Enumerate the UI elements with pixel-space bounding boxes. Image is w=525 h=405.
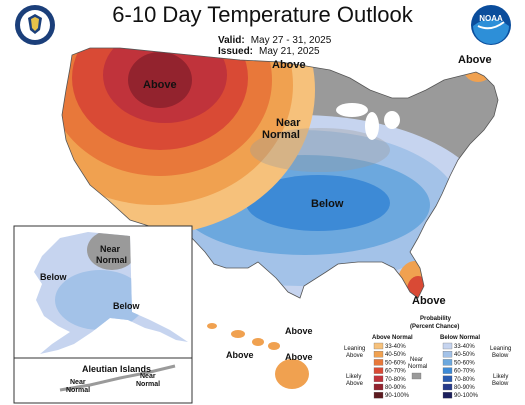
legend-above-range-0: 33-40% [385, 344, 406, 350]
legend-above-swatch-5 [373, 383, 384, 391]
label-al-near2-l1: Near [140, 373, 156, 380]
legend-above-range-4: 70-80% [385, 377, 406, 383]
label-ak-near-l1: Near [100, 244, 121, 254]
legend-near-l1: Near [410, 357, 423, 363]
legend-below-swatch-3 [442, 367, 453, 374]
label-hi-above-3: Above [285, 352, 313, 362]
legend-leaning-above-l2: Above [346, 353, 364, 359]
legend-leaning-below-l1: Leaning [490, 346, 511, 352]
legend-below-range-0: 33-40% [454, 344, 475, 350]
noaa-logo-text: NOAA [479, 14, 503, 23]
legend-below-range-4: 70-80% [454, 377, 475, 383]
legend-below-swatch-1 [442, 351, 453, 358]
legend-below-range-2: 50-60% [454, 360, 475, 366]
legend-leaning-above-l1: Leaning [344, 346, 365, 352]
aleutian-chain [59, 364, 176, 392]
hawaii-map [207, 323, 309, 389]
label-ak-below-west: Below [40, 272, 68, 282]
label-above-northeast: Above [458, 54, 492, 66]
label-al-near1-l1: Near [70, 379, 86, 386]
legend-likely-above-l2: Above [346, 381, 364, 387]
valid-dates: Valid: May 27 - 31, 2025 [218, 35, 331, 46]
label-below-center: Below [311, 198, 344, 210]
label-near-normal-l2: Normal [262, 129, 300, 141]
legend-below-swatch-4 [442, 375, 453, 382]
legend-title-l1: Probability [420, 316, 452, 322]
legend-below-range-5: 80-90% [454, 385, 475, 391]
label-ak-below-south: Below [113, 301, 141, 311]
lake-huron [384, 111, 400, 129]
legend-below-range-1: 40-50% [454, 352, 475, 358]
legend-above-swatch-0 [373, 342, 384, 350]
legend-above-range-6: 90-100% [385, 393, 410, 399]
issued-date: Issued: May 21, 2025 [218, 46, 320, 57]
legend-near-l2: Normal [408, 364, 427, 370]
issued-label: Issued: [218, 46, 254, 57]
issued-value: May 21, 2025 [259, 46, 320, 57]
legend-above-swatch-1 [373, 351, 384, 358]
legend-above-swatch-4 [373, 375, 384, 382]
lake-superior [336, 103, 368, 117]
legend-likely-below-l1: Likely [493, 374, 508, 380]
legend-title-l2: (Percent Chance) [410, 324, 459, 330]
noaa-logo-icon: NOAA [471, 5, 511, 45]
legend-below-swatch-5 [442, 383, 453, 391]
label-ak-near-l2: Normal [96, 255, 127, 265]
legend-above-header: Above Normal [372, 335, 413, 341]
legend-below-header: Below Normal [440, 335, 480, 341]
label-above-florida: Above [412, 295, 446, 307]
label-al-near2-l2: Normal [136, 381, 160, 388]
legend-above-range-3: 60-70% [385, 369, 406, 375]
legend-above-swatch-3 [373, 367, 384, 374]
map-title: 6-10 Day Temperature Outlook [112, 2, 413, 27]
legend-above-swatch-6 [373, 392, 384, 399]
label-hi-above-2: Above [226, 350, 254, 360]
legend: Probability (Percent Chance) Above Norma… [338, 312, 524, 404]
lake-michigan [365, 112, 379, 140]
legend-below-swatch-0 [442, 342, 453, 350]
legend-below-range-3: 60-70% [454, 369, 475, 375]
legend-above-swatches: 33-40% 40-50% 50-60% 60-70% 70-80% 80-90% 90-1… [373, 342, 410, 399]
legend-below-swatch-2 [442, 359, 453, 366]
label-above-north: Above [272, 59, 306, 71]
valid-label: Valid: [218, 35, 245, 46]
doc-seal-icon [15, 5, 55, 45]
legend-above-range-5: 80-90% [385, 385, 406, 391]
label-hi-above-1: Above [285, 326, 313, 336]
valid-value: May 27 - 31, 2025 [250, 35, 332, 46]
label-near-normal-l1: Near [276, 117, 301, 129]
legend-below-swatch-6 [442, 392, 453, 399]
legend-below-swatches: 33-40% 40-50% 50-60% 60-70% 70-80% 80-90% 90-1… [442, 342, 479, 399]
legend-below-range-6: 90-100% [454, 393, 479, 399]
legend-above-range-1: 40-50% [385, 352, 406, 358]
legend-above-range-2: 50-60% [385, 360, 406, 366]
legend-likely-above-l1: Likely [346, 374, 361, 380]
label-aleutian-title: Aleutian Islands [82, 364, 151, 374]
legend-above-swatch-2 [373, 359, 384, 366]
legend-near-swatch [411, 372, 422, 380]
label-above-northwest: Above [143, 79, 177, 91]
legend-leaning-below-l2: Below [492, 353, 509, 359]
legend-likely-below-l2: Below [492, 381, 509, 387]
label-al-near1-l2: Normal [66, 387, 90, 394]
